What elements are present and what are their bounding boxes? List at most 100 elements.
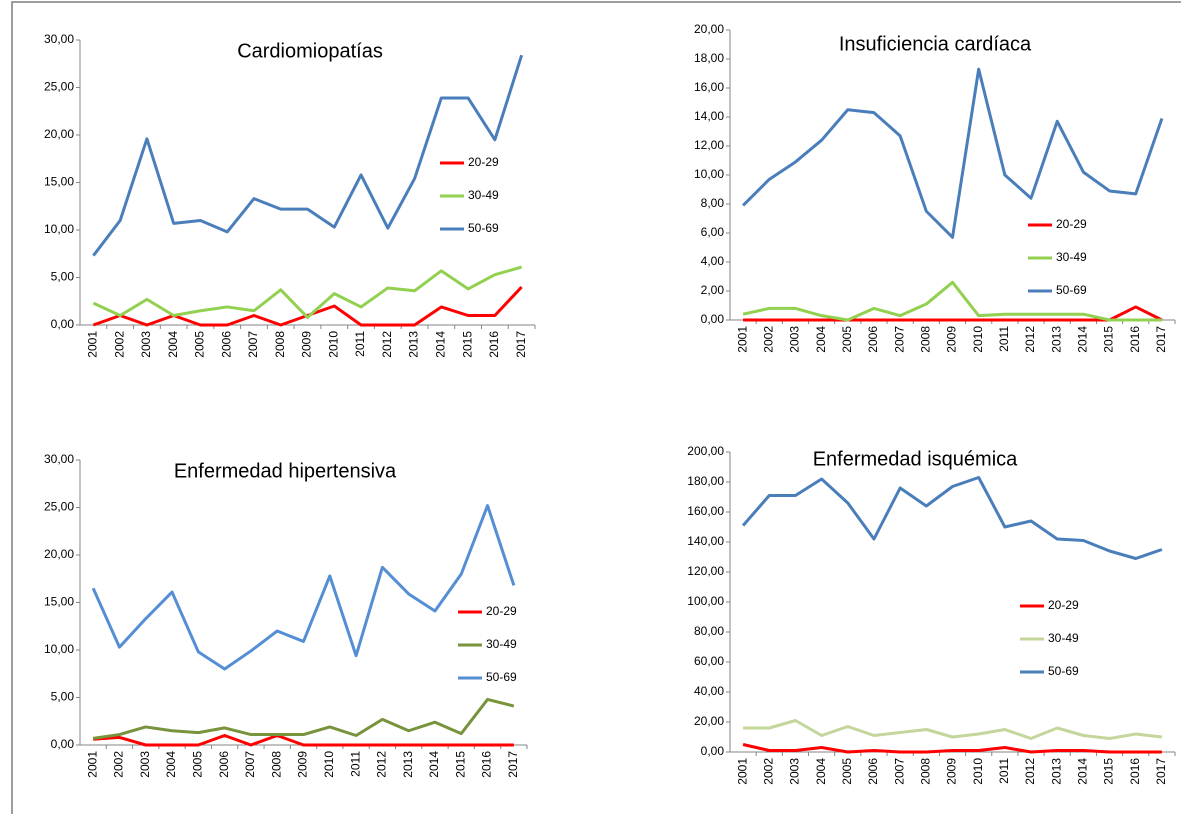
x-tick-label: 2008 — [918, 758, 932, 785]
y-tick-label: 20,00 — [694, 22, 724, 36]
y-tick-label: 0,00 — [51, 737, 75, 751]
x-tick-label: 2016 — [480, 751, 494, 778]
y-tick-label: 10,00 — [694, 167, 724, 181]
x-tick-label: 2013 — [401, 751, 415, 778]
x-tick-label: 2009 — [296, 751, 310, 778]
x-tick-label: 2012 — [1023, 326, 1037, 353]
x-tick-label: 2001 — [735, 326, 749, 353]
y-tick-label: 12,00 — [694, 138, 724, 152]
y-tick-label: 8,00 — [701, 196, 725, 210]
x-tick-label: 2006 — [866, 326, 880, 353]
y-tick-label: 14,00 — [694, 109, 724, 123]
x-tick-label: 2006 — [219, 331, 233, 358]
series-line — [741, 476, 1163, 560]
x-tick-label: 2014 — [433, 331, 447, 358]
x-tick-label: 2011 — [997, 758, 1011, 784]
x-tick-label: 2007 — [243, 751, 257, 778]
x-tick-label: 2005 — [840, 326, 854, 353]
legend-label: 30-49 — [486, 637, 517, 651]
series-line — [742, 67, 1164, 239]
x-tick-label: 2005 — [840, 758, 854, 785]
y-tick-label: 30,00 — [44, 32, 74, 46]
y-tick-label: 0,00 — [51, 317, 75, 331]
y-tick-label: 120,00 — [687, 564, 724, 578]
y-tick-label: 20,00 — [694, 714, 724, 728]
x-tick-label: 2017 — [514, 331, 528, 358]
chart-title: Enfermedad hipertensiva — [174, 460, 397, 482]
y-tick-label: 0,00 — [701, 744, 725, 758]
frame — [11, 1, 1181, 814]
chart-title: Insuficiencia cardíaca — [839, 33, 1032, 55]
y-tick-label: 160,00 — [687, 504, 724, 518]
x-tick-label: 2004 — [814, 758, 828, 785]
x-tick-label: 2002 — [112, 331, 126, 358]
x-tick-label: 2005 — [193, 331, 207, 358]
x-tick-label: 2013 — [1049, 326, 1063, 353]
y-tick-label: 140,00 — [687, 534, 724, 548]
chart-title: Enfermedad isquémica — [813, 448, 1018, 470]
y-tick-label: 2,00 — [701, 283, 725, 297]
y-tick-label: 60,00 — [694, 654, 724, 668]
x-tick-label: 2013 — [1049, 758, 1063, 785]
y-tick-label: 80,00 — [694, 624, 724, 638]
x-tick-label: 2004 — [814, 326, 828, 353]
x-tick-label: 2015 — [1102, 326, 1116, 353]
series-line — [93, 734, 514, 747]
x-tick-label: 2008 — [273, 331, 287, 358]
y-tick-label: 4,00 — [701, 254, 725, 268]
x-tick-label: 2017 — [506, 751, 520, 778]
x-tick-label: 2003 — [138, 751, 152, 778]
series-line — [742, 280, 1162, 322]
x-tick-label: 2009 — [300, 331, 314, 358]
x-tick-label: 2010 — [326, 331, 340, 358]
x-tick-label: 2014 — [1076, 326, 1090, 353]
x-tick-label: 2001 — [735, 758, 749, 785]
legend-label: 50-69 — [486, 670, 517, 684]
legend-label: 30-49 — [1048, 631, 1079, 645]
x-tick-label: 2007 — [246, 331, 260, 358]
x-tick-label: 2010 — [971, 758, 985, 785]
legend-label: 50-69 — [468, 221, 499, 235]
series-line — [92, 697, 515, 740]
x-tick-label: 2008 — [918, 326, 932, 353]
x-tick-label: 2011 — [997, 326, 1011, 352]
x-tick-label: 2012 — [1023, 758, 1037, 785]
legend-label: 50-69 — [1048, 664, 1079, 678]
x-tick-label: 2015 — [460, 331, 474, 358]
y-tick-label: 10,00 — [44, 222, 74, 236]
legend-label: 50-69 — [1056, 283, 1087, 297]
x-tick-label: 2003 — [139, 331, 153, 358]
y-tick-label: 200,00 — [687, 444, 724, 458]
x-tick-label: 2008 — [269, 751, 283, 778]
legend-label: 20-29 — [486, 604, 517, 618]
legend-label: 20-29 — [1048, 598, 1079, 612]
x-tick-label: 2003 — [788, 758, 802, 785]
x-tick-label: 2002 — [112, 751, 126, 778]
x-tick-label: 2014 — [427, 751, 441, 778]
series-line — [92, 265, 523, 319]
x-tick-label: 2009 — [945, 326, 959, 353]
y-tick-label: 0,00 — [701, 312, 725, 326]
y-tick-label: 5,00 — [51, 690, 75, 704]
y-tick-label: 40,00 — [694, 684, 724, 698]
y-tick-label: 15,00 — [44, 175, 74, 189]
x-tick-label: 2010 — [322, 751, 336, 778]
y-tick-label: 6,00 — [701, 225, 725, 239]
x-tick-label: 2001 — [86, 331, 100, 358]
x-tick-label: 2011 — [353, 331, 367, 357]
legend-label: 20-29 — [468, 155, 499, 169]
x-tick-label: 2015 — [453, 751, 467, 778]
x-tick-label: 2012 — [375, 751, 389, 778]
y-tick-label: 25,00 — [44, 80, 74, 94]
x-tick-label: 2011 — [348, 751, 362, 777]
x-tick-label: 2016 — [1128, 758, 1142, 785]
x-tick-label: 2007 — [892, 758, 906, 785]
series-line — [92, 54, 524, 257]
series-line — [91, 504, 516, 671]
series-line — [743, 305, 1163, 322]
y-tick-label: 16,00 — [694, 80, 724, 94]
x-tick-label: 2015 — [1102, 758, 1116, 785]
series-line — [743, 719, 1163, 740]
